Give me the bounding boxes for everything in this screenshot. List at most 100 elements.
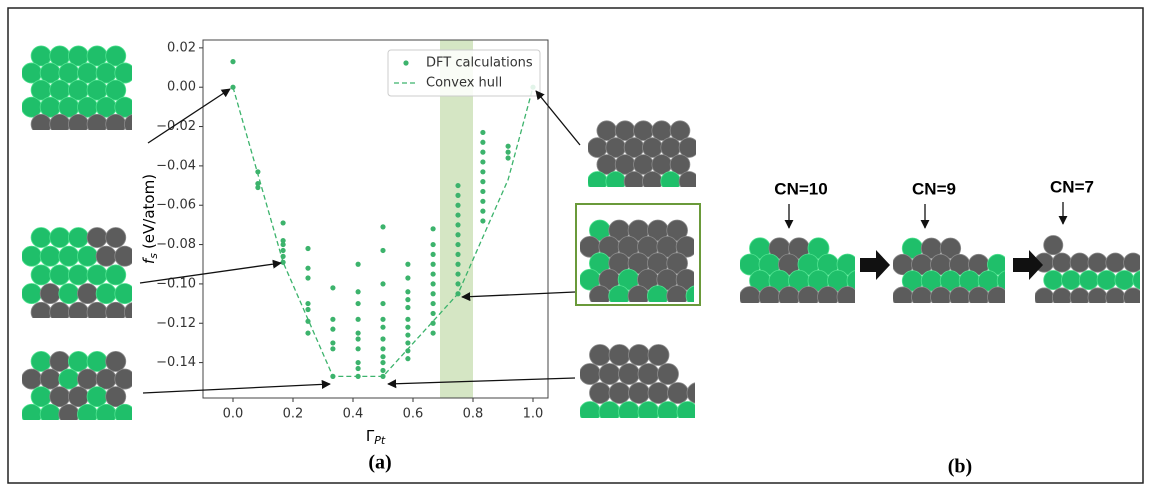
atom <box>590 383 611 404</box>
atom <box>40 404 60 424</box>
data-point <box>431 311 436 316</box>
atom <box>115 404 135 424</box>
atom <box>599 364 620 385</box>
atom <box>893 287 913 307</box>
atom <box>658 364 679 385</box>
atom <box>619 364 640 385</box>
data-point <box>356 360 361 365</box>
atom <box>31 265 51 285</box>
atom <box>629 383 650 404</box>
atom <box>837 287 858 308</box>
atom <box>638 402 659 423</box>
y-tick-label: −0.04 <box>156 158 196 173</box>
panel-label: (b) <box>948 456 972 478</box>
atom <box>106 351 126 371</box>
atom <box>1070 253 1089 272</box>
atom <box>648 345 669 366</box>
data-point <box>480 169 485 174</box>
data-point <box>506 144 511 149</box>
atom <box>87 114 107 134</box>
data-point <box>405 325 410 330</box>
data-point <box>380 224 385 229</box>
atom <box>22 404 42 424</box>
data-point <box>431 271 436 276</box>
data-point <box>455 232 460 237</box>
atom <box>968 287 988 307</box>
atom <box>588 138 608 158</box>
atom <box>677 402 698 423</box>
atom <box>68 114 88 134</box>
data-point <box>380 336 385 341</box>
data-point <box>356 366 361 371</box>
atom <box>31 387 51 407</box>
legend-label: Convex hull <box>426 76 502 91</box>
data-point <box>330 317 335 322</box>
block-arrow <box>860 250 890 280</box>
data-point <box>431 226 436 231</box>
atom <box>68 351 88 371</box>
atom <box>818 287 839 308</box>
data-point <box>431 330 436 335</box>
atom <box>50 302 70 322</box>
data-point <box>281 220 286 225</box>
y-axis-unit: (eV/atom) <box>140 174 158 249</box>
data-point <box>480 189 485 194</box>
atom <box>740 287 761 308</box>
atom <box>1061 270 1080 289</box>
atom <box>687 383 708 404</box>
data-point <box>480 130 485 135</box>
data-point <box>405 275 410 280</box>
atom <box>1088 253 1107 272</box>
atom <box>759 287 780 308</box>
atom <box>1070 288 1089 307</box>
arrow <box>462 292 575 297</box>
atom <box>31 351 51 371</box>
data-point <box>305 330 310 335</box>
atom <box>1035 288 1054 307</box>
data-point <box>305 307 310 312</box>
arrow <box>536 91 580 145</box>
atom <box>77 284 97 304</box>
atom <box>31 302 51 322</box>
data-point <box>506 155 511 160</box>
atom <box>40 284 60 304</box>
y-tick-label: −0.02 <box>156 119 196 134</box>
atom <box>930 287 950 307</box>
data-point <box>405 305 410 310</box>
hull-line <box>233 87 533 376</box>
atom <box>912 287 932 307</box>
structure-image <box>22 46 145 134</box>
data-point <box>455 262 460 267</box>
atom <box>59 404 79 424</box>
data-point <box>431 281 436 286</box>
atom <box>77 369 97 389</box>
x-tick-label: 0.6 <box>403 407 424 422</box>
structure-image <box>893 238 1018 307</box>
atom <box>679 172 699 192</box>
atom <box>580 402 601 423</box>
data-point <box>455 183 460 188</box>
atom <box>77 404 97 424</box>
data-point <box>455 212 460 217</box>
atom <box>619 402 640 423</box>
structure-image <box>1035 236 1152 308</box>
atom <box>642 172 662 192</box>
data-point <box>281 248 286 253</box>
data-point <box>356 346 361 351</box>
x-tick-label: 0.4 <box>343 407 364 422</box>
y-tick-label: 0.00 <box>167 80 196 95</box>
atom <box>668 383 689 404</box>
atom <box>580 364 601 385</box>
atom <box>50 265 70 285</box>
data-point <box>380 360 385 365</box>
data-point <box>506 150 511 155</box>
data-point <box>455 271 460 276</box>
data-point <box>356 330 361 335</box>
data-point <box>455 242 460 247</box>
y-tick-label: −0.12 <box>156 316 196 331</box>
atom <box>1097 270 1116 289</box>
atom <box>628 286 649 307</box>
data-point <box>405 356 410 361</box>
x-tick-label: 1.0 <box>523 407 544 422</box>
atom <box>68 265 88 285</box>
